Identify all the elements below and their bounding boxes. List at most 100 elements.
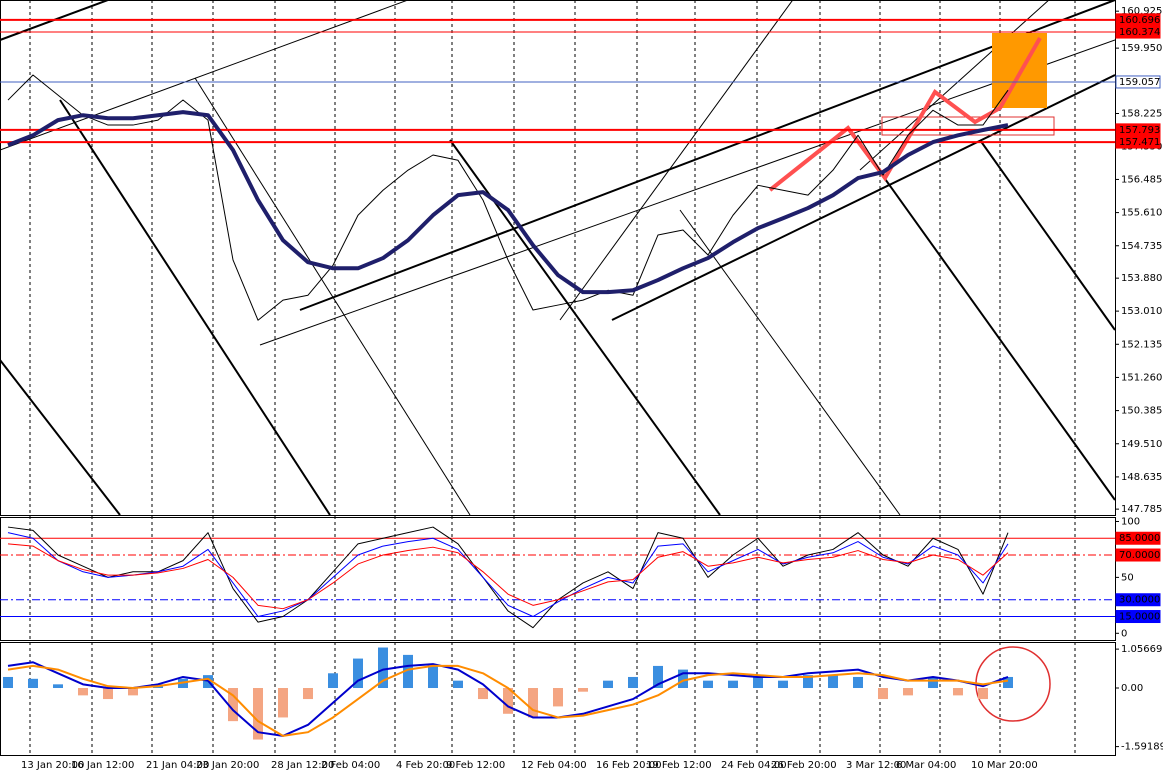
histogram-bar — [228, 688, 238, 722]
y-tick-label: 154.735 — [1121, 241, 1162, 252]
histogram-bar — [828, 675, 838, 689]
histogram-bar — [953, 688, 963, 696]
x-tick-label: 28 Jan 12:00 — [271, 760, 334, 771]
x-tick-label: 12 Feb 04:00 — [521, 760, 587, 771]
histogram-bar — [603, 680, 613, 689]
y-tick-label: 153.010 — [1121, 306, 1162, 317]
y-tick-label: 155.610 — [1121, 208, 1162, 219]
x-tick-label: 23 Jan 20:00 — [196, 760, 259, 771]
level-label: 85.0000 — [1119, 533, 1160, 544]
y-tick-label: 151.260 — [1121, 372, 1162, 383]
x-tick-label: 19 Feb 12:00 — [646, 760, 712, 771]
x-tick-label: 26 Feb 20:00 — [771, 760, 837, 771]
x-tick-label: 16 Feb 20:00 — [596, 760, 662, 771]
histogram-bar — [78, 688, 88, 696]
histogram-bar — [753, 676, 763, 689]
histogram-bar — [878, 688, 888, 700]
series-line — [7, 110, 1009, 295]
series-line — [7, 526, 1009, 629]
level-label: 15.0000 — [1119, 612, 1160, 623]
histogram-bar — [28, 678, 38, 689]
level-label-box — [1115, 135, 1161, 149]
histogram-bar — [653, 665, 663, 689]
histogram-bar — [853, 676, 863, 689]
series-line — [7, 661, 1009, 737]
histogram-bar — [103, 688, 113, 700]
y-tick-label: 160.925 — [1121, 6, 1162, 17]
histogram-bar — [428, 665, 438, 689]
y-tick-label: 1.05669 — [1121, 644, 1162, 655]
series-line — [7, 664, 1009, 737]
y-tick-label: 147.785 — [1121, 504, 1162, 515]
level-label-box — [1115, 548, 1161, 562]
histogram-bar — [3, 676, 13, 689]
level-label: 160.696 — [1119, 15, 1160, 26]
histogram-bar — [328, 673, 338, 689]
y-tick-label: 0.00 — [1121, 683, 1143, 694]
x-tick-label: 3 Mar 12:00 — [846, 760, 906, 771]
histogram-bar — [928, 676, 938, 689]
histogram-bar — [403, 654, 413, 689]
series-line — [7, 543, 1009, 610]
x-tick-label: 16 Jan 12:00 — [71, 760, 134, 771]
level-label: 159.057 — [1119, 77, 1160, 88]
histogram-bar — [478, 688, 488, 700]
y-tick-label: 153.880 — [1121, 273, 1162, 284]
histogram-bar — [703, 680, 713, 689]
level-label: 30.0000 — [1119, 595, 1160, 606]
level-label-box — [1115, 25, 1161, 39]
level-label: 160.374 — [1119, 27, 1160, 38]
level-label-box — [1115, 531, 1161, 545]
level-label: 157.793 — [1119, 125, 1160, 136]
histogram-bar — [503, 688, 513, 714]
y-tick-label: -1.59189 — [1121, 742, 1163, 753]
y-tick-label: 152.135 — [1121, 339, 1162, 350]
histogram-bar — [278, 688, 288, 718]
y-tick-label: 50 — [1121, 572, 1134, 583]
panel-frames — [0, 0, 1116, 756]
histogram-bar — [353, 658, 363, 689]
histogram-bar — [628, 676, 638, 689]
x-tick-label: 10 Mar 20:00 — [971, 760, 1038, 771]
histogram-bar — [303, 688, 313, 700]
histogram-bar — [978, 688, 988, 700]
y-tick-label: 156.485 — [1121, 174, 1162, 185]
histogram-bar — [128, 688, 138, 696]
x-tick-label: 21 Jan 04:00 — [146, 760, 209, 771]
series-line — [7, 74, 1009, 321]
y-tick-label: 150.385 — [1121, 406, 1162, 417]
trend-lines — [0, 0, 1115, 515]
histogram-bar — [803, 675, 813, 689]
histogram-bar — [553, 688, 563, 707]
histogram-bar — [578, 688, 588, 692]
histogram-bar — [678, 669, 688, 689]
y-tick-label: 148.635 — [1121, 472, 1162, 483]
level-label-box — [1115, 593, 1161, 607]
x-tick-label: 4 Feb 20:00 — [396, 760, 455, 771]
y-tick-label: 149.510 — [1121, 439, 1162, 450]
x-tick-label: 6 Mar 04:00 — [896, 760, 956, 771]
histogram-bar — [453, 680, 463, 689]
forecast-arrows — [768, 37, 1042, 192]
histogram-bar — [378, 647, 388, 689]
histogram-bar — [253, 688, 263, 740]
x-tick-label: 13 Jan 20:00 — [21, 760, 84, 771]
histogram-bar — [528, 688, 538, 718]
x-tick-label: 24 Feb 04:00 — [721, 760, 787, 771]
histogram-bar — [53, 684, 63, 689]
y-tick-label: 158.225 — [1121, 108, 1162, 119]
y-tick-label: 159.950 — [1121, 43, 1162, 54]
level-label: 157.471 — [1119, 137, 1160, 148]
histogram-bar — [778, 680, 788, 689]
level-label-box — [1115, 75, 1161, 89]
histogram-bar — [728, 680, 738, 689]
histogram-bar — [903, 688, 913, 696]
y-tick-label: 0 — [1121, 628, 1127, 639]
series-line — [7, 532, 1009, 618]
level-label: 70.0000 — [1119, 550, 1160, 561]
histogram-bar — [1003, 676, 1013, 689]
x-tick-label: 2 Feb 04:00 — [321, 760, 380, 771]
x-tick-label: 9 Feb 12:00 — [446, 760, 505, 771]
y-tick-label: 100 — [1121, 516, 1140, 527]
